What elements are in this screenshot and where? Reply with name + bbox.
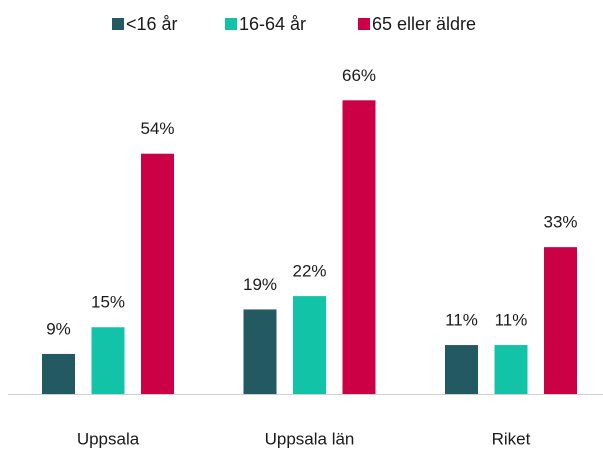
value-label: 11% (495, 311, 528, 330)
legend-label: 65 eller äldre (372, 14, 476, 34)
legend-label: 16-64 år (239, 14, 306, 34)
value-label: 66% (342, 66, 376, 85)
bar (293, 296, 326, 394)
bar (91, 327, 125, 394)
value-label: 33% (543, 213, 577, 232)
value-label: 22% (292, 262, 326, 281)
value-label: 15% (91, 293, 125, 312)
legend-swatch (112, 18, 124, 30)
legend-label: <16 år (126, 14, 178, 34)
x-tick-label: Riket (492, 429, 531, 448)
bar (544, 247, 577, 394)
legend-swatch (358, 18, 370, 30)
x-tick-label: Uppsala (77, 429, 140, 448)
bar (342, 100, 376, 395)
value-label: 11% (445, 311, 478, 330)
value-label: 19% (243, 275, 277, 294)
x-tick-label: Uppsala län (265, 429, 355, 448)
bar (494, 345, 528, 394)
value-label: 9% (46, 319, 71, 338)
bar (243, 309, 277, 394)
value-label: 54% (140, 119, 174, 138)
bar (42, 353, 75, 394)
bar (141, 153, 174, 394)
legend-swatch (225, 18, 237, 30)
bar (445, 345, 478, 394)
